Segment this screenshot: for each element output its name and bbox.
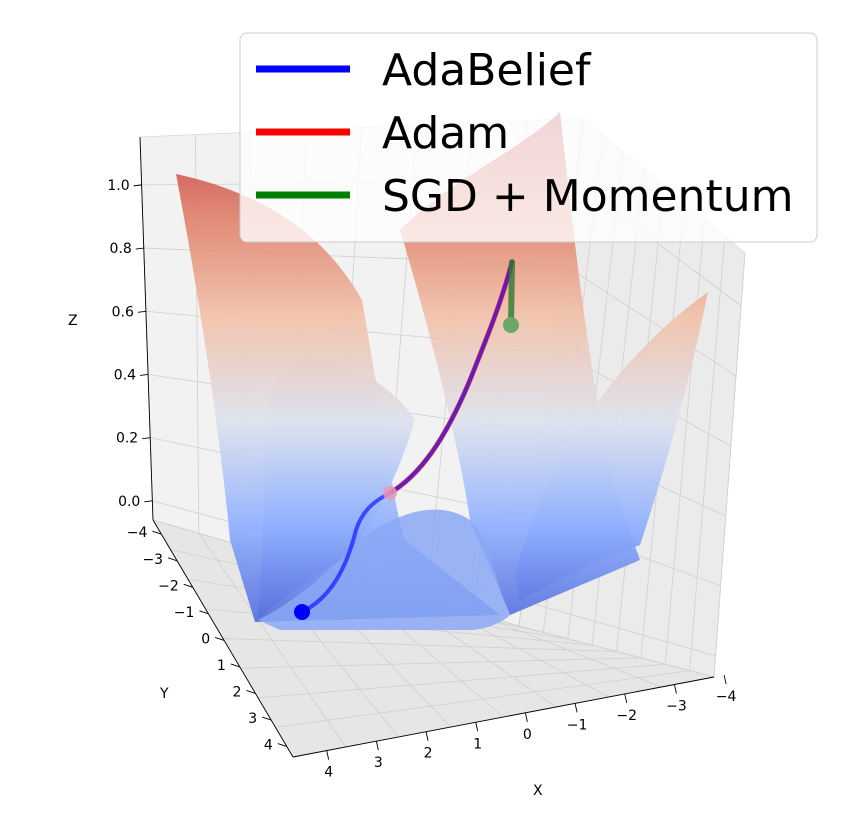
y-tick-mark [230,663,240,668]
adam-endpoint-marker [383,486,397,500]
y-tick-label: 0 [201,631,210,647]
z-tick-mark [144,500,153,503]
y-tick-label: −4 [127,525,148,541]
surface-lobe-front [258,357,415,620]
x-tick-label: 4 [324,765,333,781]
x-tick-mark [673,684,677,694]
y-tick-mark [167,557,178,562]
y-tick-mark [277,743,287,747]
z-tick-mark [135,247,144,250]
x-tick-label: −2 [616,708,637,724]
x-tick-label: 3 [374,755,383,771]
y-tick-label: 1 [217,658,226,674]
x-tick-label: −4 [716,689,737,705]
x-grid-wall-6 [664,219,705,665]
x-tick-mark [723,674,727,685]
y-tick-mark [183,583,193,588]
z-tick-label: 0.0 [118,494,140,510]
x-tick-label: −1 [567,717,588,733]
z-tick-mark [137,310,146,313]
z-tick-mark [140,374,149,376]
x-tick-mark [524,712,528,722]
sgd-momentum-endpoint-marker [503,317,519,333]
z-axis-label: Z [68,313,78,329]
y-tick-mark [152,530,162,535]
z-tick-label: 0.6 [112,304,134,320]
surface-lobe-right [515,292,708,600]
x-tick-label: 2 [424,746,433,762]
y-grid-floor-5 [240,657,641,669]
sgd-momentum-path [508,259,515,328]
z-tick-mark [142,437,151,440]
y-axis-label: Y [159,686,169,702]
x-tick-mark [375,741,379,751]
x-grid-floor-7 [473,612,662,688]
y-tick-mark [262,716,272,721]
x-tick-mark [624,693,628,704]
y-tick-mark [246,690,256,694]
y-grid-floor-7 [275,670,690,728]
x-tick-mark [425,731,429,741]
x-axis-line [292,676,715,758]
z-tick-label: 1.0 [107,178,129,194]
adabelief-path [300,260,514,614]
legend-entry-label: SGD + Momentum [382,171,793,222]
adabelief-endpoint-marker [294,604,310,620]
legend-box [239,32,818,243]
z-tick-mark [133,184,142,187]
x-tick-mark [475,722,479,732]
x-tick-mark [326,750,330,760]
z-tick-label: 0.2 [116,431,138,447]
x-grid-wall-8 [713,252,746,678]
legend-entry-label: AdaBelief [382,45,592,96]
x-axis-label: X [533,783,543,799]
y-axis-line [152,519,294,758]
x-tick-mark [574,703,578,713]
z-tick-label: 0.4 [114,367,136,383]
x-tick-label: 1 [473,736,482,752]
y-tick-label: 2 [233,684,242,700]
y-tick-mark [199,610,209,615]
y-tick-label: 3 [248,711,257,727]
legend-entry-label: Adam [382,108,509,159]
x-grid-wall-7 [689,236,726,671]
optimizer-trajectories [294,259,519,620]
z-axis-line [139,136,154,521]
x-tick-label: −3 [666,699,687,715]
y-tick-label: 4 [264,738,273,754]
y-grid-floor-6 [257,663,666,699]
legend: AdaBelief Adam SGD + Momentum [239,32,818,243]
z-tick-label: 0.8 [110,241,132,257]
y-tick-label: −2 [158,578,179,594]
axis-ticks: 0.00.20.40.60.81.0−4−3−2−10123443210−1−2… [107,136,737,781]
x-tick-label: 0 [523,727,532,743]
y-tick-label: −1 [174,605,195,621]
y-tick-mark [214,636,225,641]
y-tick-label: −3 [142,552,163,568]
